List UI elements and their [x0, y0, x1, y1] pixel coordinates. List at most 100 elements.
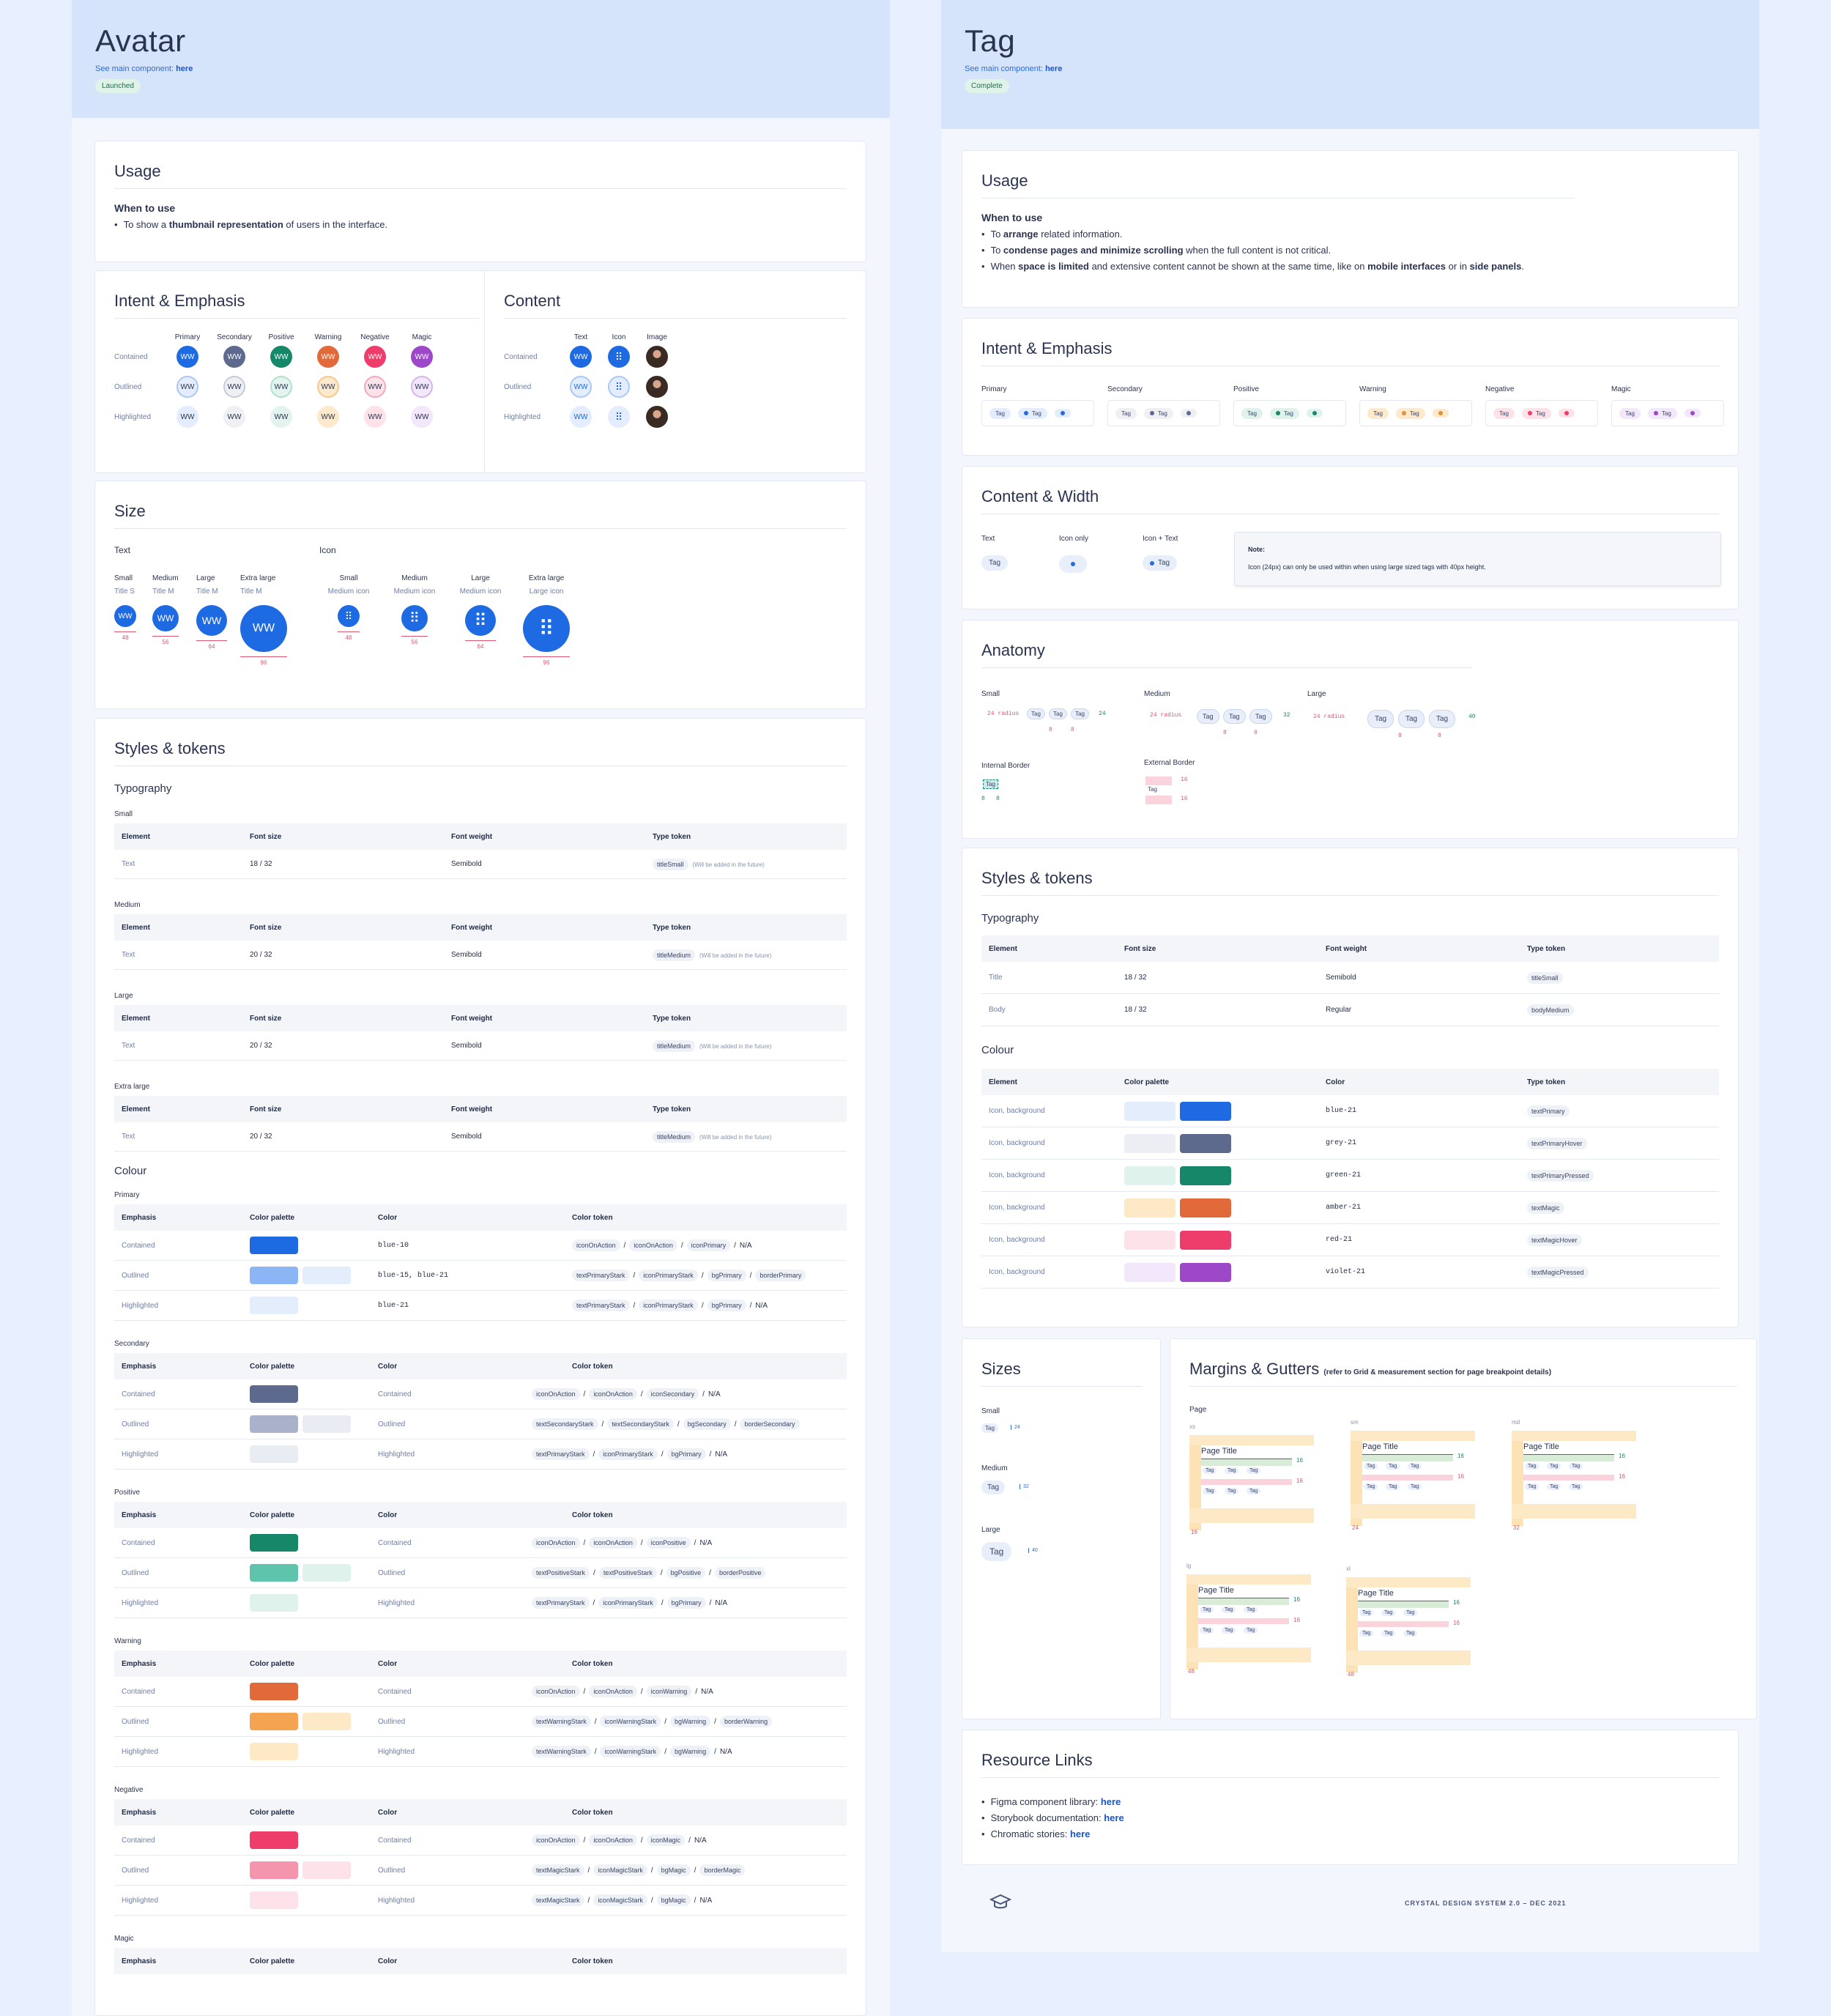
- color-name: green-21: [1326, 1171, 1362, 1179]
- tag: Tag: [1249, 709, 1272, 724]
- size-title: Size: [114, 481, 847, 529]
- table-header: Element Font size Font weight Type token: [114, 1096, 847, 1122]
- table-header: Element Font size Font weight Type token: [114, 823, 847, 850]
- main-component-link[interactable]: here: [176, 64, 193, 73]
- color-token: iconPrimaryStark: [639, 1270, 698, 1281]
- content-title: Content: [504, 271, 847, 319]
- size-name: Medium: [401, 574, 428, 582]
- avatar: WW: [411, 406, 433, 428]
- group-name: Secondary: [114, 1340, 149, 1348]
- color-token: iconOnAction: [572, 1239, 620, 1251]
- table-row: Contained Contained iconOnAction / iconOnAct…: [114, 1528, 847, 1558]
- tag-variant-box: Tag Tag: [1485, 400, 1598, 426]
- table-row: Contained blue-10 iconOnAction / iconOnActio…: [114, 1231, 847, 1261]
- avatar-image: [646, 346, 668, 368]
- grid-icon: ⠿: [608, 406, 630, 428]
- tag-variant-box: Tag Tag: [1611, 400, 1724, 426]
- row-label: Contained: [114, 353, 148, 361]
- height-value: 40: [1468, 714, 1476, 720]
- resource-link[interactable]: here: [1104, 1812, 1124, 1823]
- gap-value: 8: [1438, 733, 1441, 739]
- main-component-link[interactable]: here: [1045, 64, 1063, 73]
- cw-option: Icon + Text: [1143, 535, 1178, 543]
- size-measure-line: [338, 631, 360, 632]
- color-token: iconWarningStark: [600, 1716, 661, 1727]
- tag: Tag: [1364, 1483, 1378, 1490]
- table-row: Highlighted Highlighted textWarningStark / i…: [114, 1737, 847, 1767]
- margin-value: 48: [1348, 1671, 1354, 1678]
- table-row: Contained Contained iconOnAction / iconOnAct…: [114, 1379, 847, 1409]
- size-value: 48: [345, 634, 352, 641]
- radius-label: 24 radius: [1150, 712, 1182, 719]
- color-token: iconOnAction: [589, 1537, 637, 1549]
- res-title: Resource Links: [981, 1730, 1719, 1778]
- color-token: textPrimary: [1527, 1105, 1570, 1117]
- size-value: 64: [208, 643, 215, 650]
- colour-title: Colour: [981, 1044, 1014, 1056]
- color-token: iconOnAction: [629, 1239, 677, 1251]
- dot-icon: [1149, 411, 1154, 415]
- color-swatch: [1124, 1230, 1176, 1250]
- dot-icon: [1438, 411, 1443, 415]
- resource-link[interactable]: here: [1100, 1796, 1121, 1807]
- color-swatch: [1180, 1262, 1231, 1282]
- color-token: iconOnAction: [532, 1537, 580, 1549]
- table-row: Text 18 / 32 Semibold titleSmall (Will be ad…: [114, 850, 847, 879]
- color-token: textMagicPressed: [1527, 1266, 1589, 1278]
- res-list: Figma component library: hereStorybook d…: [981, 1794, 1719, 1842]
- radius-label: 24 radius: [1313, 714, 1345, 720]
- color-token: iconOnAction: [589, 1686, 637, 1697]
- mg-title: Margins & Gutters (refer to Grid & measu…: [1189, 1339, 1737, 1387]
- see-main-text: See main component:: [965, 64, 1044, 73]
- tag: Tag: [1408, 1463, 1422, 1470]
- size-value: 56: [162, 639, 169, 645]
- usage-item: When space is limited and extensive cont…: [981, 259, 1719, 275]
- dot-icon: [1060, 411, 1065, 415]
- color-token: iconWarningStark: [600, 1746, 661, 1757]
- color-name: violet-21: [1326, 1268, 1366, 1276]
- size-value: 96: [260, 659, 267, 666]
- color-name: Contained: [378, 1687, 412, 1696]
- dot-icon: [1401, 411, 1406, 415]
- size-measure-line: [152, 636, 179, 637]
- color-name: Highlighted: [378, 1747, 415, 1756]
- height-value: 32: [1283, 712, 1290, 719]
- tag: Tag: [981, 1423, 998, 1433]
- col-header: Text: [573, 333, 588, 341]
- color-token: textPrimaryStark: [532, 1597, 590, 1609]
- table-header: Emphasis Color palette Color Color token: [114, 1948, 847, 1974]
- color-token: textPrimaryPressed: [1527, 1169, 1594, 1182]
- eb-value: 16: [1181, 777, 1188, 783]
- color-swatch: [302, 1267, 351, 1284]
- color-name: amber-21: [1326, 1204, 1362, 1212]
- size-value: 64: [477, 643, 484, 650]
- size-grid: Text Icon Small Title S WW 48 Medium Title M WW 5…: [114, 529, 847, 697]
- grid-icon: ⠿: [523, 605, 570, 652]
- color-token: textSecondaryStark: [532, 1418, 598, 1430]
- color-token: textWarningStark: [532, 1746, 591, 1757]
- avatar: WW: [240, 605, 287, 652]
- color-name: blue-21: [1326, 1107, 1357, 1115]
- table-row: Contained Contained iconOnAction / iconOnAct…: [114, 1826, 847, 1856]
- tag: Tag: [1247, 1467, 1261, 1474]
- tag: Tag: [1200, 1627, 1214, 1634]
- color-swatch: [302, 1861, 351, 1879]
- color-token: textPrimaryStark: [572, 1270, 630, 1281]
- tag-anatomy-card: Anatomy Small 24 radius Tag Tag Tag 24 8 8 Mediu…: [962, 620, 1739, 839]
- color-swatch: [1124, 1101, 1176, 1121]
- color-swatch: [250, 1861, 298, 1879]
- usage-card: Usage When to use To show a thumbnail re…: [94, 141, 866, 262]
- color-token: iconOnAction: [532, 1686, 580, 1697]
- resource-link[interactable]: here: [1069, 1828, 1091, 1839]
- status-badge: Launched: [95, 79, 141, 93]
- tag: Tag: [1203, 1488, 1217, 1494]
- color-swatch: [250, 1297, 298, 1314]
- tag: [1054, 409, 1071, 418]
- size-measure-line: [401, 636, 428, 637]
- table-header: Element Color palette Color Type token: [981, 1069, 1719, 1095]
- avatar: WW: [223, 346, 245, 368]
- tag: [1306, 409, 1323, 418]
- page-title: Avatar: [95, 23, 186, 58]
- styles-title: Styles & tokens: [114, 719, 847, 766]
- usage-title: Usage: [114, 141, 847, 189]
